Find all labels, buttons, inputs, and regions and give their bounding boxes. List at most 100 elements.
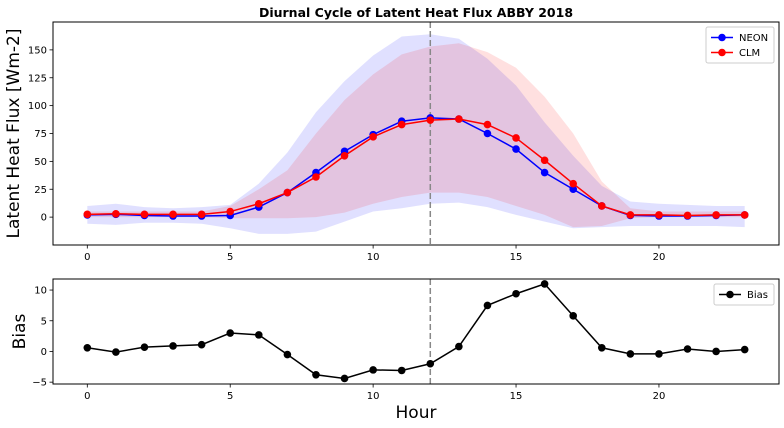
bias-line [87, 283, 745, 380]
clm-point [369, 133, 377, 141]
clm-point [226, 207, 235, 216]
y-tick-label: 100 [28, 101, 47, 112]
legend: Bias [713, 283, 775, 306]
legend-box [713, 283, 775, 306]
x-tick-label: 0 [84, 391, 90, 402]
neon-point [483, 129, 492, 138]
clm-point [483, 120, 492, 129]
chart-title: Diurnal Cycle of Latent Heat Flux ABBY 2… [259, 5, 573, 20]
legend-marker-swatch [726, 290, 734, 299]
x-tick-label: 5 [227, 391, 233, 402]
x-tick-label: 0 [84, 252, 90, 263]
series-lines [83, 114, 749, 220]
y-tick-label: 0 [41, 213, 47, 224]
legend: NEON CLM [705, 26, 775, 64]
clm-point [655, 211, 663, 219]
latent-heat-flux-panel: 0 5 10 15 20 0 25 50 75 100 125 150 Diurnal Cycle … [4, 5, 780, 263]
bias-point [597, 343, 606, 352]
y-axis-ticks: 0 25 50 75 100 125 150 [28, 45, 53, 224]
bias-point [169, 342, 177, 350]
bias-point [483, 301, 492, 310]
clm-range-band [87, 43, 745, 228]
bias-point [197, 340, 206, 349]
bias-point [455, 342, 463, 351]
bias-point [283, 350, 292, 359]
bias-point [626, 350, 635, 358]
clm-point [426, 116, 435, 124]
bias-point [712, 347, 720, 356]
x-tick-label: 10 [367, 252, 380, 263]
y-axis-label: Latent Heat Flux [Wm-2] [4, 29, 24, 239]
clm-line [87, 118, 745, 217]
uncertainty-bands [87, 34, 745, 234]
clm-point [83, 210, 92, 219]
y-tick-label: 25 [34, 185, 47, 196]
bias-point [369, 366, 377, 374]
legend-marker-swatch [718, 48, 726, 57]
clm-point [169, 210, 177, 219]
bias-point [340, 374, 349, 383]
clm-point [540, 156, 549, 165]
y-tick-label: 0 [41, 347, 47, 358]
bias-point [426, 359, 435, 368]
y-axis-ticks: −5 0 5 10 [32, 286, 53, 389]
clm-point [254, 199, 263, 208]
x-tick-label: 10 [367, 391, 380, 402]
clm-point [455, 115, 463, 123]
clm-point [140, 210, 149, 219]
bias-point [397, 366, 406, 375]
clm-point [597, 202, 606, 210]
neon-point [512, 145, 520, 153]
bias-panel: 0 5 10 15 20 −5 0 5 10 Hour Bias Bias [10, 278, 780, 423]
legend-entry-label: Bias [747, 290, 768, 301]
x-axis-label: Hour [396, 403, 437, 423]
bias-point [655, 350, 663, 358]
bias-point [83, 343, 92, 352]
y-tick-label: −5 [32, 378, 47, 389]
bias-point [254, 331, 263, 339]
clm-point [283, 188, 292, 197]
legend-entry-label: NEON [739, 33, 768, 44]
bias-point [312, 370, 320, 379]
clm-point [197, 210, 206, 219]
y-tick-label: 75 [34, 129, 47, 140]
clm-point [312, 173, 320, 181]
clm-point [626, 211, 635, 219]
legend-marker-swatch [718, 33, 726, 42]
y-tick-label: 150 [28, 45, 47, 56]
clm-point [512, 134, 520, 142]
bias-point [140, 343, 149, 351]
y-tick-label: 10 [34, 286, 47, 297]
x-axis-ticks: 0 5 10 15 20 [84, 245, 665, 263]
series-lines [83, 280, 749, 383]
plot-frame [52, 278, 780, 385]
y-tick-label: 125 [28, 73, 47, 84]
clm-point [683, 211, 692, 220]
x-tick-label: 5 [227, 252, 233, 263]
bias-point [226, 329, 235, 337]
x-axis-ticks: 0 5 10 15 20 [84, 384, 665, 402]
bias-point [569, 312, 577, 320]
clm-point [569, 179, 577, 188]
y-tick-label: 50 [34, 157, 47, 168]
x-tick-label: 15 [510, 391, 523, 402]
bias-point [512, 289, 520, 298]
neon-range-band [87, 34, 745, 234]
neon-point [569, 185, 577, 194]
bias-point [740, 345, 749, 354]
y-tick-label: 5 [41, 316, 47, 327]
x-tick-label: 15 [510, 252, 523, 263]
x-tick-label: 20 [653, 391, 666, 402]
neon-point [540, 168, 549, 177]
bias-point [683, 345, 692, 353]
clm-point [740, 211, 749, 219]
clm-point [340, 152, 349, 160]
clm-point [712, 211, 720, 219]
clm-point [112, 209, 120, 218]
bias-point [112, 348, 120, 356]
legend-entry-label: CLM [739, 48, 760, 59]
y-axis-label: Bias [10, 314, 30, 350]
bias-point [540, 280, 549, 288]
clm-point [397, 120, 406, 129]
